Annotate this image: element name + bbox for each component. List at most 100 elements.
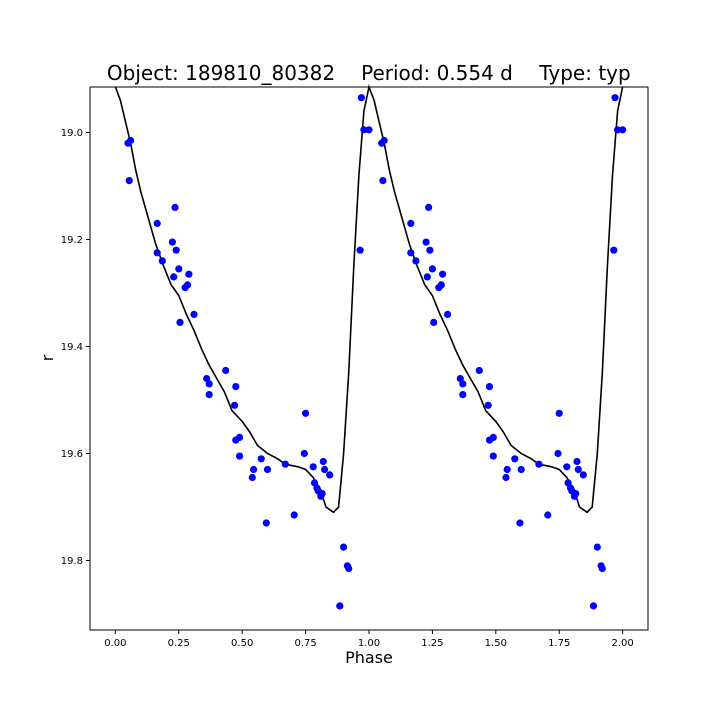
data-point xyxy=(426,246,434,254)
data-point xyxy=(572,490,580,498)
y-tick-label: 19.4 xyxy=(61,342,83,353)
data-point xyxy=(345,564,353,573)
data-point xyxy=(232,383,240,391)
data-point xyxy=(309,463,317,471)
x-tick-label: 0.00 xyxy=(104,638,126,649)
data-point xyxy=(321,465,329,474)
data-point xyxy=(593,543,601,551)
x-tick-label: 1.75 xyxy=(548,638,570,649)
data-point xyxy=(205,391,213,399)
y-axis-label: r xyxy=(38,354,57,361)
data-point xyxy=(236,433,244,441)
data-point xyxy=(516,519,524,527)
data-point xyxy=(574,465,582,474)
chart-title: Object: 189810_80382 Period: 0.554 d Typ… xyxy=(107,61,631,85)
data-point xyxy=(407,219,415,227)
data-point xyxy=(185,270,193,278)
data-point xyxy=(555,409,563,417)
y-axis-ticks: 19.0 19.2 19.4 19.6 19.8 xyxy=(61,128,90,567)
data-point xyxy=(318,490,326,498)
data-point xyxy=(281,460,289,468)
data-point xyxy=(380,136,388,145)
x-axis-label: Phase xyxy=(345,648,393,667)
y-tick-label: 19.0 xyxy=(61,128,83,139)
data-point xyxy=(517,465,525,474)
data-point xyxy=(573,457,581,466)
data-point xyxy=(485,383,494,391)
data-point xyxy=(250,465,258,474)
data-point xyxy=(190,310,198,318)
title-type: Type: typ xyxy=(538,61,630,85)
data-point xyxy=(484,401,492,409)
data-point xyxy=(168,238,176,246)
x-tick-label: 1.25 xyxy=(421,638,443,649)
data-point xyxy=(422,238,430,246)
data-point xyxy=(579,471,587,479)
data-point xyxy=(184,281,192,289)
data-point xyxy=(153,219,161,227)
x-tick-label: 0.25 xyxy=(168,638,190,649)
data-point xyxy=(619,126,627,134)
data-point xyxy=(428,265,436,273)
data-point xyxy=(319,457,327,466)
x-tick-label: 2.00 xyxy=(612,638,634,649)
data-point xyxy=(365,126,373,134)
data-point xyxy=(412,257,420,265)
data-point xyxy=(511,455,519,463)
data-point xyxy=(248,473,256,482)
data-point xyxy=(489,433,497,441)
data-point xyxy=(589,602,598,610)
data-point xyxy=(554,449,562,458)
data-point xyxy=(459,391,467,399)
data-point xyxy=(430,318,438,326)
data-point xyxy=(125,177,133,185)
data-point xyxy=(175,265,183,273)
data-point xyxy=(356,246,364,254)
x-tick-label: 0.50 xyxy=(231,638,253,649)
data-point xyxy=(535,460,543,468)
y-tick-label: 19.2 xyxy=(61,235,83,246)
data-point xyxy=(407,249,415,257)
data-point xyxy=(614,126,622,134)
title-period: Period: 0.554 d xyxy=(361,61,513,85)
y-tick-label: 19.8 xyxy=(61,556,83,567)
x-tick-label: 0.75 xyxy=(294,638,316,649)
data-point xyxy=(425,203,433,211)
data-points-layer xyxy=(124,94,627,610)
data-point xyxy=(263,465,272,474)
data-point xyxy=(326,471,334,479)
data-point xyxy=(302,409,310,417)
data-point xyxy=(503,465,511,474)
data-point xyxy=(489,452,497,460)
data-point xyxy=(172,246,180,254)
x-tick-label: 1.50 xyxy=(485,638,507,649)
data-point xyxy=(300,449,308,458)
data-point xyxy=(176,318,184,326)
data-point xyxy=(360,126,368,134)
data-point xyxy=(439,270,447,278)
data-point xyxy=(475,366,483,375)
data-point xyxy=(459,380,467,388)
title-object: Object: 189810_80382 xyxy=(107,61,335,85)
data-point xyxy=(257,455,265,463)
data-point xyxy=(231,401,239,409)
data-point xyxy=(205,380,213,388)
data-point xyxy=(379,177,387,185)
data-point xyxy=(423,273,431,281)
data-point xyxy=(290,511,298,519)
data-point xyxy=(170,273,178,281)
x-axis-ticks: 0.00 0.25 0.50 0.75 1.00 1.25 1.50 1.75 2.00 xyxy=(104,630,634,649)
data-point xyxy=(502,473,510,482)
data-point xyxy=(598,564,606,573)
data-point xyxy=(611,94,619,102)
data-point xyxy=(610,246,618,254)
data-point xyxy=(444,310,452,318)
data-point xyxy=(153,249,161,257)
data-point xyxy=(357,94,365,102)
data-point xyxy=(158,257,166,265)
data-point xyxy=(236,452,244,460)
data-point xyxy=(563,463,571,471)
data-point xyxy=(544,511,552,519)
